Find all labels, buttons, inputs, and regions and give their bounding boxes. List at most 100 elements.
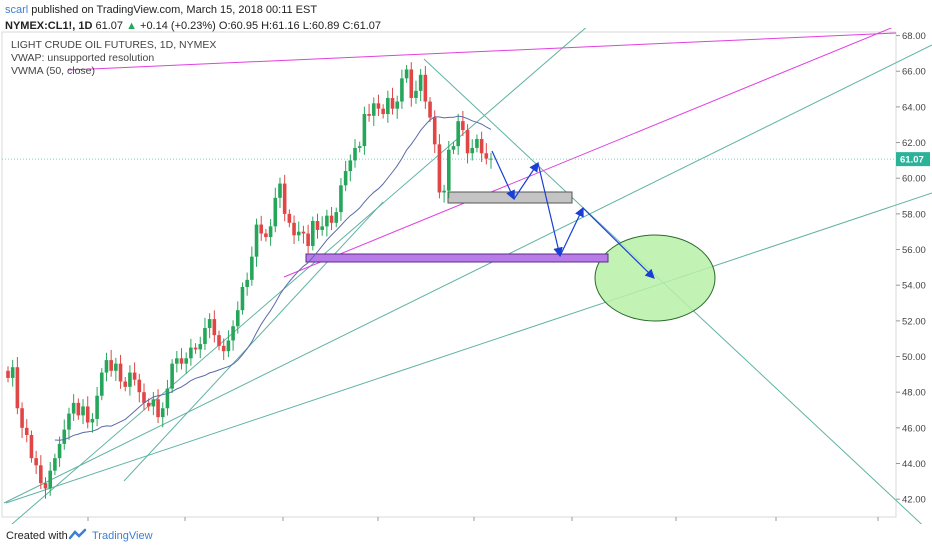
candle-body bbox=[254, 224, 259, 257]
y-tick-label: 52.00 bbox=[902, 316, 926, 327]
candle-body bbox=[404, 69, 409, 79]
candle-body bbox=[53, 458, 57, 471]
teal-trendline bbox=[3, 11, 605, 532]
candle-body bbox=[6, 370, 10, 378]
candle-body bbox=[221, 345, 226, 352]
candle-body bbox=[76, 402, 81, 416]
candle-body bbox=[132, 372, 137, 380]
candle-body bbox=[118, 363, 123, 382]
candle-body bbox=[10, 367, 15, 378]
candle-body bbox=[343, 171, 348, 186]
candle-body bbox=[414, 90, 418, 98]
y-tick-label: 42.00 bbox=[902, 495, 926, 506]
y-tick-label: 44.00 bbox=[902, 459, 926, 470]
publish-header: scarl published on TradingView.com, Marc… bbox=[5, 2, 381, 36]
candle-body bbox=[48, 470, 53, 489]
tradingview-logo-icon bbox=[68, 528, 87, 540]
legend-title: LIGHT CRUDE OIL FUTURES, 1D, NYMEX bbox=[11, 39, 216, 51]
y-tick-label: 46.00 bbox=[902, 423, 926, 434]
candlestick-series bbox=[6, 62, 493, 499]
candle-body bbox=[156, 399, 160, 418]
projection-arrow bbox=[582, 207, 655, 279]
y-tick-label: 50.00 bbox=[902, 352, 926, 363]
chart-grid bbox=[1, 31, 897, 518]
candle-body bbox=[179, 358, 184, 364]
candle-body bbox=[231, 326, 235, 341]
candle-body bbox=[292, 222, 296, 236]
candle-body bbox=[273, 197, 278, 227]
projection-arrow bbox=[559, 206, 584, 257]
vwma-path bbox=[54, 115, 492, 441]
drawing-trendlines bbox=[2, 11, 932, 535]
candle-body bbox=[268, 226, 273, 238]
y-tick-label: 48.00 bbox=[902, 388, 926, 399]
price-chart[interactable]: JulSepNov2018MarMayJulSepNov42.0044.0046… bbox=[0, 11, 932, 535]
projection-arrow bbox=[537, 162, 563, 258]
candle-body bbox=[235, 310, 240, 327]
symbol: NYMEX:CL1!, 1D bbox=[5, 20, 93, 32]
candle-body bbox=[212, 319, 217, 336]
candle-body bbox=[489, 158, 493, 160]
candle-body bbox=[325, 215, 329, 227]
magenta-trendline bbox=[67, 32, 897, 71]
candle-body bbox=[442, 190, 446, 193]
candle-body bbox=[184, 358, 188, 364]
candle-body bbox=[329, 215, 334, 223]
candle-body bbox=[306, 233, 310, 246]
candle-body bbox=[282, 183, 287, 214]
candle-body bbox=[165, 388, 170, 409]
y-tick-label: 58.00 bbox=[902, 209, 926, 220]
candle-body bbox=[43, 483, 48, 489]
candle-body bbox=[432, 117, 437, 145]
candle-body bbox=[264, 233, 268, 238]
candle-body bbox=[451, 146, 456, 150]
candle-body bbox=[39, 465, 43, 484]
candle-body bbox=[446, 149, 451, 191]
candle-body bbox=[320, 226, 324, 230]
y-tick-label: 64.00 bbox=[902, 102, 926, 113]
chart-area[interactable]: JulSepNov2018MarMayJulSepNov42.0044.0046… bbox=[0, 11, 932, 535]
candle-body bbox=[278, 183, 282, 198]
candle-body bbox=[15, 367, 20, 409]
candle-body bbox=[376, 103, 381, 109]
candle-body bbox=[226, 340, 231, 352]
target-zone-ellipse bbox=[594, 234, 716, 322]
candle-body bbox=[339, 185, 343, 213]
price-change: +0.14 (+0.23%) bbox=[140, 20, 216, 32]
candle-body bbox=[357, 146, 362, 148]
candle-body bbox=[240, 286, 245, 311]
published-text: published on TradingView.com, March 15, … bbox=[28, 4, 318, 16]
author-link[interactable]: scarl bbox=[5, 4, 29, 16]
tradingview-brand-link[interactable]: TradingView bbox=[92, 530, 153, 542]
candle-body bbox=[259, 224, 264, 234]
y-tick-label: 54.00 bbox=[902, 281, 926, 292]
candle-body bbox=[128, 372, 132, 387]
candle-body bbox=[423, 74, 428, 102]
quote-line: NYMEX:CL1!, 1D 61.07 ▲ +0.14 (+0.23%) O:… bbox=[5, 18, 381, 34]
drawing-shapes bbox=[305, 191, 716, 322]
candle-body bbox=[90, 418, 95, 423]
candle-body bbox=[207, 319, 212, 328]
candle-body bbox=[381, 108, 385, 115]
publish-line: scarl published on TradingView.com, Marc… bbox=[5, 2, 381, 18]
candle-body bbox=[67, 413, 71, 430]
candle-body bbox=[390, 97, 395, 109]
candle-body bbox=[160, 408, 165, 418]
candle-body bbox=[465, 130, 470, 154]
candle-body bbox=[475, 138, 479, 148]
y-tick-label: 62.00 bbox=[902, 138, 926, 149]
candle-body bbox=[175, 358, 179, 364]
candle-body bbox=[170, 363, 174, 389]
candle-body bbox=[428, 101, 432, 118]
candle-body bbox=[334, 212, 339, 223]
magenta-trendline bbox=[283, 25, 897, 278]
teal-trendline bbox=[3, 44, 932, 504]
candle-body bbox=[62, 429, 67, 444]
candle-body bbox=[484, 153, 489, 159]
candle-body bbox=[99, 372, 104, 396]
candle-body bbox=[395, 101, 400, 109]
candle-body bbox=[311, 221, 315, 246]
candle-body bbox=[362, 114, 367, 147]
candle-body bbox=[296, 231, 301, 236]
candle-body bbox=[71, 402, 76, 414]
